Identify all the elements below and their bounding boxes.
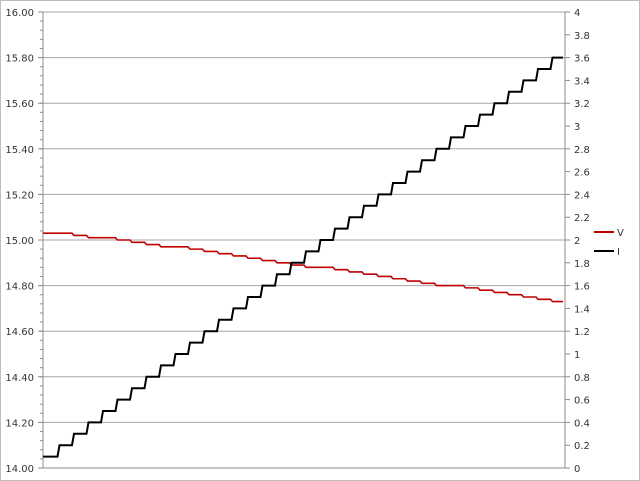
right-tick-label: 2 bbox=[574, 236, 580, 247]
right-tick-label: 0 bbox=[574, 464, 580, 475]
right-tick-label: 0.8 bbox=[574, 373, 590, 384]
right-tick-label: 1.2 bbox=[574, 327, 590, 338]
right-tick-label: 3.4 bbox=[574, 76, 590, 87]
right-tick-label: 2.8 bbox=[574, 145, 590, 156]
left-tick-label: 15.40 bbox=[5, 145, 34, 156]
right-tick-label: 2.6 bbox=[574, 168, 590, 179]
right-tick-label: 3.6 bbox=[574, 54, 590, 65]
left-tick-label: 14.40 bbox=[5, 373, 34, 384]
series-line-v bbox=[43, 232, 563, 303]
right-tick-label: 2.4 bbox=[574, 190, 590, 201]
right-tick-label: 3.8 bbox=[574, 31, 590, 42]
right-tick-label: 2.2 bbox=[574, 213, 590, 224]
right-tick-label: 4 bbox=[574, 8, 580, 19]
right-tick-label: 0.6 bbox=[574, 396, 590, 407]
right-tick-label: 1 bbox=[574, 350, 580, 361]
right-tick-label: 1.4 bbox=[574, 304, 590, 315]
left-tick-label: 14.20 bbox=[5, 418, 34, 429]
right-tick-label: 1.6 bbox=[574, 282, 590, 293]
series-line-i bbox=[43, 56, 563, 458]
legend-label-v: V bbox=[617, 228, 624, 239]
right-tick-label: 3 bbox=[574, 122, 580, 133]
left-tick-label: 14.80 bbox=[5, 282, 34, 293]
left-tick-label: 16.00 bbox=[5, 8, 34, 19]
left-tick-label: 15.80 bbox=[5, 54, 34, 65]
left-tick-label: 14.00 bbox=[5, 464, 34, 475]
legend-label-i: I bbox=[617, 247, 620, 258]
right-tick-label: 1.8 bbox=[574, 259, 590, 270]
right-tick-label: 0.4 bbox=[574, 418, 590, 429]
right-tick-label: 3.2 bbox=[574, 99, 590, 110]
left-tick-label: 15.00 bbox=[5, 236, 34, 247]
left-tick-label: 14.60 bbox=[5, 327, 34, 338]
left-tick-label: 15.60 bbox=[5, 99, 34, 110]
left-tick-label: 15.20 bbox=[5, 190, 34, 201]
right-tick-label: 0.2 bbox=[574, 441, 590, 452]
